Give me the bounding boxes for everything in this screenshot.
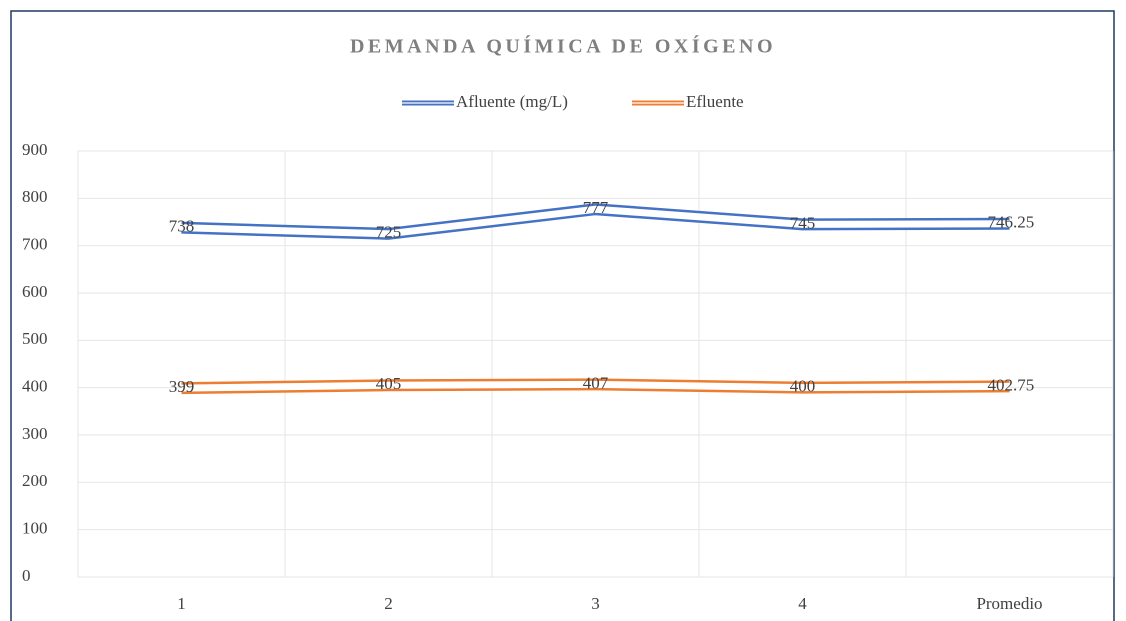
data-label: 402.75 bbox=[988, 375, 1035, 394]
data-label: 777 bbox=[583, 198, 609, 217]
y-tick-label: 200 bbox=[22, 471, 48, 490]
series-line-inner bbox=[181, 380, 1010, 392]
legend-label: Afluente (mg/L) bbox=[456, 92, 568, 111]
x-tick-label: 1 bbox=[177, 594, 186, 613]
y-tick-label: 600 bbox=[22, 282, 48, 301]
y-tick-label: 500 bbox=[22, 329, 48, 348]
data-label: 407 bbox=[583, 373, 609, 392]
x-tick-label: Promedio bbox=[976, 594, 1042, 613]
y-tick-label: 300 bbox=[22, 424, 48, 443]
x-tick-label: 2 bbox=[384, 594, 393, 613]
data-label: 746.25 bbox=[988, 213, 1035, 232]
data-label: 400 bbox=[790, 377, 816, 396]
data-label: 725 bbox=[376, 223, 402, 242]
y-tick-label: 700 bbox=[22, 235, 48, 254]
chart-title: DEMANDA QUÍMICA DE OXÍGENO bbox=[350, 35, 776, 58]
data-label: 405 bbox=[376, 374, 402, 393]
series-line-inner bbox=[181, 205, 1010, 238]
legend-label: Efluente bbox=[686, 92, 744, 111]
data-label: 738 bbox=[169, 217, 195, 236]
y-tick-label: 100 bbox=[22, 519, 48, 538]
y-tick-label: 900 bbox=[22, 140, 48, 159]
data-label: 399 bbox=[169, 377, 195, 396]
chart-border bbox=[10, 10, 1115, 621]
x-tick-label: 3 bbox=[591, 594, 600, 613]
y-tick-label: 800 bbox=[22, 187, 48, 206]
y-tick-label: 0 bbox=[22, 566, 31, 585]
x-tick-label: 4 bbox=[798, 594, 807, 613]
y-tick-label: 400 bbox=[22, 377, 48, 396]
data-label: 745 bbox=[790, 213, 816, 232]
